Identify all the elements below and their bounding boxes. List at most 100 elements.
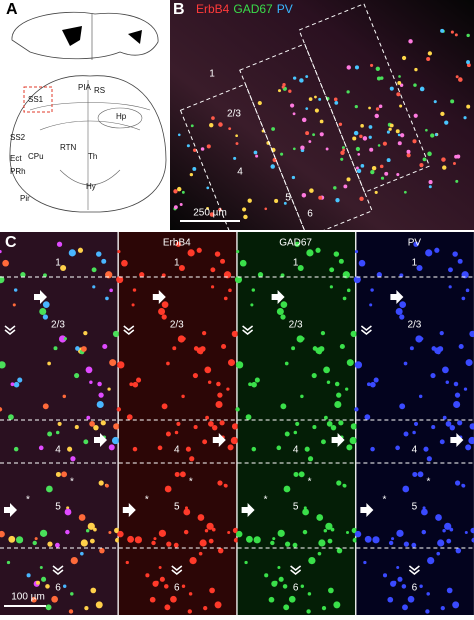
cell [354, 407, 359, 412]
layer-label: 4 [412, 445, 418, 456]
cell [454, 392, 461, 398]
cell [70, 456, 76, 462]
cell [129, 382, 134, 387]
cell [412, 139, 417, 144]
cell [75, 346, 80, 351]
cell [117, 361, 125, 369]
cell [294, 241, 300, 247]
cell [399, 273, 404, 278]
cell [218, 122, 223, 127]
cell [2, 259, 9, 267]
cell [389, 123, 394, 128]
layer-label: 2/3 [407, 320, 421, 331]
roi-box [239, 43, 373, 238]
cell [408, 39, 413, 44]
cell [126, 414, 133, 420]
cell [173, 205, 178, 210]
cell [230, 436, 238, 445]
cell [179, 203, 183, 206]
cell [209, 587, 215, 594]
layer-label: 2/3 [170, 320, 184, 331]
cell [301, 337, 305, 341]
cell [42, 273, 47, 278]
cell [374, 113, 379, 119]
cell [419, 584, 423, 588]
cell [166, 361, 170, 366]
cell [86, 415, 91, 420]
cell [301, 117, 307, 123]
cell [372, 536, 380, 544]
cell [81, 346, 87, 352]
layer-label: 5 [293, 502, 299, 513]
cell [47, 361, 51, 366]
cell [136, 377, 142, 383]
cell [65, 529, 70, 535]
cell [125, 560, 129, 565]
roi-box [298, 3, 431, 193]
cell [468, 436, 474, 445]
cell [228, 288, 232, 293]
cell [236, 530, 243, 538]
cell [354, 104, 358, 109]
cell [362, 136, 368, 141]
cell [284, 541, 291, 547]
layer-label: 1 [412, 258, 418, 269]
cell [215, 400, 223, 409]
cell [364, 414, 371, 420]
cell [442, 165, 447, 170]
cell [399, 301, 407, 308]
cell [292, 542, 298, 548]
cell [346, 90, 350, 94]
cell [251, 381, 257, 388]
region-label: SS1 [28, 95, 44, 104]
cell [207, 380, 212, 384]
cell [349, 436, 357, 445]
cell [283, 201, 287, 205]
cell [466, 60, 470, 65]
cell [47, 431, 53, 437]
cell [300, 584, 305, 588]
cell [164, 604, 171, 611]
cell [99, 547, 105, 554]
cell [342, 483, 347, 488]
cell [223, 296, 228, 301]
cell [254, 377, 260, 383]
cell [415, 335, 423, 343]
cell [407, 595, 415, 603]
cell [42, 301, 50, 308]
cell [356, 168, 362, 174]
cell [56, 241, 63, 247]
cell [368, 125, 373, 129]
cell [38, 445, 44, 451]
cell [8, 414, 14, 420]
cell [224, 483, 228, 488]
cell [292, 76, 297, 80]
cell [382, 573, 388, 578]
cell [268, 596, 275, 603]
cell [196, 247, 202, 253]
chevron [171, 565, 183, 575]
cell [13, 288, 18, 292]
cell [360, 164, 365, 168]
cell [32, 540, 37, 546]
roi-box [23, 86, 53, 113]
cell [423, 446, 429, 452]
cell [216, 381, 221, 387]
cell [161, 403, 168, 410]
cell [188, 592, 193, 596]
coronal-outline [9, 75, 167, 213]
cell [235, 407, 240, 412]
region-label: RS [94, 86, 105, 95]
cell [161, 301, 169, 308]
coronal-structure [29, 80, 151, 210]
cell [12, 303, 16, 307]
cell [131, 303, 135, 307]
cell [346, 177, 351, 182]
cell [105, 483, 109, 488]
cell [10, 382, 15, 387]
arrow [94, 433, 107, 447]
cell [192, 167, 197, 171]
cell [0, 407, 3, 412]
cell [300, 145, 305, 150]
cell [13, 381, 20, 388]
